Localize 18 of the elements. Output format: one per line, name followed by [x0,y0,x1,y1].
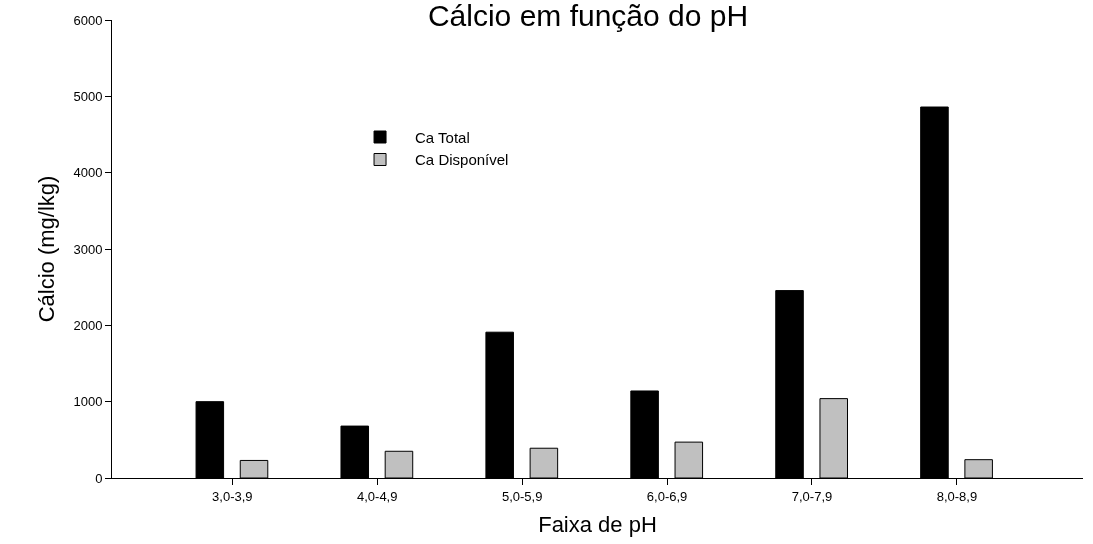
legend-label: Ca Total [415,128,470,146]
x-tick-label: 8,0-8,9 [936,488,978,504]
legend-label: Ca Disponível [415,151,509,169]
y-tick-label: 4000 [73,165,103,181]
chart-title: Cálcio em função do pH [427,0,749,33]
x-tick-label: 5,0-5,9 [501,488,543,504]
y-tick-label: 5000 [73,88,103,104]
x-tick-label: 4,0-4,9 [356,488,398,504]
x-axis-title: Faixa de pH [538,512,657,538]
y-axis-title: Cálcio (mg/lkg) [34,175,60,323]
y-tick-label: 0 [95,470,103,486]
x-tick-label: 6,0-6,9 [646,488,688,504]
y-tick-label: 6000 [73,12,103,28]
y-tick-label: 1000 [73,394,103,410]
x-tick-label: 7,0-7,9 [791,488,833,504]
x-tick-label: 3,0-3,9 [212,488,253,504]
y-tick-label: 3000 [73,241,103,257]
y-tick-label: 2000 [73,317,103,333]
